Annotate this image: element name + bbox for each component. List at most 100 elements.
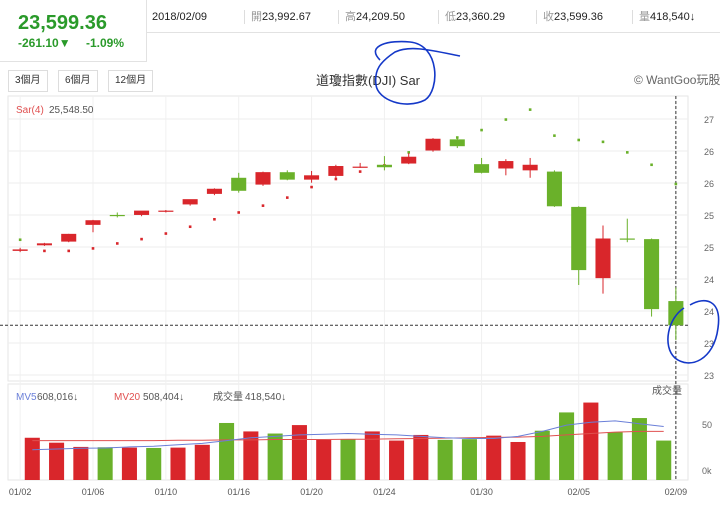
- candle: [522, 157, 538, 178]
- mv5-value: 608,016↓: [37, 392, 78, 403]
- candle: [304, 170, 320, 183]
- sar-dot: [504, 118, 508, 121]
- candle-body: [498, 161, 514, 169]
- sar-dot: [480, 128, 483, 132]
- x-tick-label: 01/02: [9, 487, 32, 497]
- candle-body: [231, 177, 247, 191]
- y-tick-label: 26: [704, 179, 714, 189]
- candle: [595, 225, 611, 294]
- sar-dot: [188, 225, 192, 229]
- volume-bar: [607, 432, 623, 480]
- x-tick-label: 01/20: [300, 487, 323, 497]
- sar-value: 25,548.50: [49, 105, 94, 116]
- x-tick-label: 01/24: [373, 487, 396, 497]
- volume-bar: [656, 440, 672, 480]
- sar-dot: [310, 185, 313, 189]
- candle: [206, 188, 222, 196]
- range-6m-button[interactable]: 6個月: [58, 70, 98, 92]
- candle-body: [109, 214, 125, 217]
- candle: [401, 153, 417, 165]
- annotation-circle-title: [374, 40, 461, 105]
- candle: [255, 171, 271, 186]
- sar-label: Sar(4): [16, 105, 44, 116]
- volume-bar: [170, 447, 186, 480]
- ohlc-high: 高24,209.50: [338, 10, 405, 24]
- price-panel-frame: [7, 95, 689, 382]
- candle: [668, 287, 684, 341]
- volume-bar: [146, 447, 162, 480]
- sar-dot: [237, 211, 241, 214]
- volume-bar: [121, 447, 137, 480]
- volume-bar: [461, 439, 477, 480]
- candle-body: [474, 164, 490, 173]
- price-change: -261.10▼: [18, 36, 71, 50]
- mv5-label: MV5: [16, 392, 37, 403]
- candle: [571, 206, 587, 285]
- candle: [546, 170, 562, 207]
- candle-body: [595, 238, 611, 279]
- last-price: 23,599.36: [18, 12, 107, 34]
- sar-dot: [115, 242, 119, 245]
- sar-dot: [577, 138, 581, 142]
- candle: [182, 199, 198, 206]
- volume-bar: [340, 439, 356, 480]
- range-3m-button[interactable]: 3個月: [8, 70, 48, 92]
- candle-body: [401, 156, 417, 164]
- watermark: © WantGoo玩股: [634, 73, 720, 87]
- x-tick-label: 01/10: [155, 487, 178, 497]
- candle: [449, 138, 465, 149]
- candle-body: [36, 243, 52, 246]
- candle: [279, 170, 295, 181]
- volume-bar: [49, 442, 65, 480]
- ohlc-low: 低23,360.29: [438, 10, 505, 24]
- volume-unit-label: 成交量: [652, 384, 682, 397]
- ohlc-date: 2018/02/09: [152, 11, 208, 23]
- volume-bar: [243, 431, 259, 480]
- sar-dot: [164, 232, 168, 235]
- sar-dot: [407, 151, 411, 154]
- candle: [231, 172, 247, 193]
- ohlc-bar: 2018/02/09 開23,992.67 高24,209.50 低23,360…: [146, 0, 720, 33]
- candle: [498, 159, 514, 176]
- candle: [109, 212, 125, 218]
- volume-label: 成交量: [213, 390, 243, 403]
- candle-body: [328, 166, 344, 176]
- volume-bar: [364, 431, 380, 480]
- y-tick-label: 26: [704, 147, 714, 157]
- range-12m-button[interactable]: 12個月: [108, 70, 154, 92]
- y-tick-label: 24: [704, 275, 714, 285]
- volume-bar: [486, 435, 502, 480]
- volume-bar: [194, 444, 210, 480]
- candle: [425, 138, 441, 152]
- candle: [376, 156, 392, 171]
- ohlc-open: 開23,992.67: [244, 10, 311, 24]
- sar-dot: [650, 163, 653, 167]
- candle-body: [206, 188, 222, 194]
- sar-dot: [91, 247, 95, 250]
- sar-dot: [528, 108, 532, 111]
- y-tick-label: 25: [704, 211, 714, 221]
- candle: [474, 157, 490, 174]
- volume-bar: [510, 441, 526, 480]
- candle-body: [352, 166, 368, 168]
- candle: [352, 162, 368, 168]
- candle-body: [61, 233, 77, 242]
- ohlc-close: 收23,599.36: [536, 10, 603, 24]
- sar-dot: [455, 136, 459, 139]
- volume-bar: [267, 433, 283, 480]
- mv20-value: 508,404↓: [143, 392, 184, 403]
- sar-dot: [625, 151, 629, 154]
- sar-dot: [140, 237, 143, 241]
- volume-bar: [583, 402, 599, 480]
- candle: [36, 242, 52, 246]
- candle-body: [546, 171, 562, 207]
- candle: [134, 210, 150, 217]
- x-tick-label: 01/06: [82, 487, 105, 497]
- candle-body: [182, 199, 198, 205]
- volume-bar: [534, 430, 550, 480]
- x-tick-label: 01/30: [470, 487, 493, 497]
- sar-dot: [553, 134, 556, 137]
- sar-dot: [261, 204, 265, 207]
- volume-bar: [73, 446, 89, 480]
- volume-bar: [437, 439, 453, 480]
